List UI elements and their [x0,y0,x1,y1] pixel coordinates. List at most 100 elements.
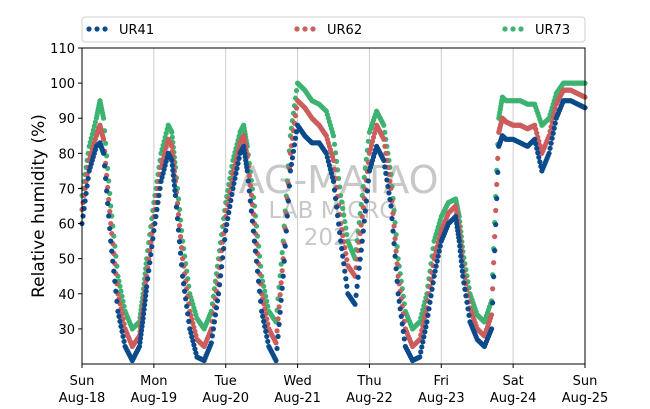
sample-UR41-0-5 [84,183,90,189]
sample-UR41-29-3 [262,323,268,329]
x-tick-date-0: Aug-18 [59,391,106,406]
sample-UR41-32-6 [286,183,292,189]
sample-UR62-31-4 [277,292,283,298]
sample-UR41-43-1 [360,228,366,234]
legend-marker-UR41-0 [86,26,92,32]
y-tick-label-70: 70 [58,182,75,197]
sample-UR73-43-6 [365,138,372,144]
sample-UR41-4-3 [104,188,110,194]
sample-UR41-11-6 [150,236,156,242]
point-UR41-39 [330,178,337,185]
point-UR41-10 [140,315,146,321]
sample-UR41-21-1 [209,333,215,339]
sample-UR41-13-1 [159,174,165,181]
y-tick-label-30: 30 [58,323,75,338]
sample-UR41-38-5 [328,170,335,176]
sample-UR73-1-1 [87,139,93,145]
legend-marker-UR41-1 [94,26,100,32]
sample-UR73-50-6 [416,320,422,326]
sample-UR62-62-1 [490,286,496,292]
sample-UR62-5-1 [109,230,115,237]
sample-UR62-50-6 [416,337,422,344]
sample-UR62-38-6 [329,154,336,160]
sample-UR41-22-6 [222,237,228,243]
legend-marker-UR41-2 [102,26,108,32]
sample-UR41-31-6 [279,285,285,291]
sample-UR41-40-6 [344,283,350,289]
sample-UR41-56-6 [456,235,462,241]
sample-UR41-40-5 [343,276,349,282]
sample-UR41-9-3 [138,331,144,338]
sample-UR41-43-6 [365,178,372,184]
sample-UR41-51-6 [423,324,429,330]
sample-UR41-12-6 [157,185,163,192]
sample-UR41-18-6 [193,350,199,356]
sample-UR41-0-1 [80,213,86,219]
sample-UR41-69-1 [533,141,539,147]
sample-UR41-11-3 [147,260,153,266]
sample-UR62-47-5 [393,248,399,254]
sample-UR41-9-4 [138,327,145,333]
sample-UR41-58-2 [462,286,468,292]
sample-UR62-14-6 [168,142,174,148]
sample-UR73-59-6 [473,309,479,315]
sample-UR41-38-3 [326,162,332,168]
x-tick-day-3: Wed [283,374,311,389]
sample-UR41-21-5 [213,305,220,311]
sample-UR41-69-3 [535,150,541,156]
sample-UR41-13-4 [162,162,168,168]
series-UR41 [79,98,588,364]
x-tick-date-6: Aug-24 [490,391,537,406]
point-UR41-33 [287,168,293,174]
sample-UR41-40-2 [340,253,346,259]
sample-UR73-40-3 [341,212,347,218]
x-tick-date-2: Aug-20 [202,391,249,406]
sample-UR41-47-2 [390,228,396,234]
plot-frame [81,47,586,365]
point-UR62-44 [366,150,373,156]
sample-UR41-71-2 [548,140,554,146]
sample-UR41-47-6 [394,278,400,284]
sample-UR41-38-6 [329,174,336,181]
sample-UR41-69-2 [534,145,540,151]
sample-UR41-46-1 [382,164,388,170]
sample-UR41-11-1 [145,276,151,282]
sample-UR62-47-3 [391,223,397,229]
sample-UR41-0-6 [85,175,91,182]
sample-UR73-70-6 [545,116,551,122]
sample-UR41-10-5 [143,293,149,299]
sample-UR41-70-6 [545,153,551,159]
sample-UR73-1-2 [88,135,94,141]
y-tick-label-100: 100 [50,77,75,92]
sample-UR41-53-6 [437,243,443,249]
sample-UR41-28-2 [253,258,260,264]
sample-UR41-69-4 [536,154,542,160]
sample-UR41-5-3 [111,268,117,274]
sample-UR41-33-3 [290,148,297,154]
x-tick-day-0: Sun [70,374,95,389]
sample-UR41-41-6 [351,300,357,306]
sample-UR41-58-6 [466,312,472,318]
sample-UR41-39-1 [331,187,338,193]
sample-UR41-5-1 [109,248,115,254]
sample-UR62-15-1 [169,148,175,154]
sample-UR41-6-1 [116,313,122,319]
sample-UR62-18-3 [190,320,196,326]
sample-UR41-17-4 [184,303,190,309]
sample-UR41-53-3 [434,258,440,264]
sample-UR41-16-6 [178,262,185,268]
sample-UR41-33-5 [292,135,299,141]
sample-UR41-40-3 [341,261,347,267]
sample-UR41-15-1 [169,162,175,168]
sample-UR41-57-3 [458,253,464,259]
sample-UR41-6-5 [120,333,126,340]
sample-UR41-24-1 [231,180,237,187]
sample-UR41-12-4 [155,199,161,206]
sample-UR41-52-6 [430,280,436,286]
sample-UR41-5-2 [110,258,116,264]
sample-UR41-18-4 [191,342,197,348]
sample-UR41-40-4 [342,268,348,274]
point-UR62-5 [108,220,114,227]
point-UR62-43 [359,213,365,220]
sample-UR41-27-1 [245,178,251,184]
